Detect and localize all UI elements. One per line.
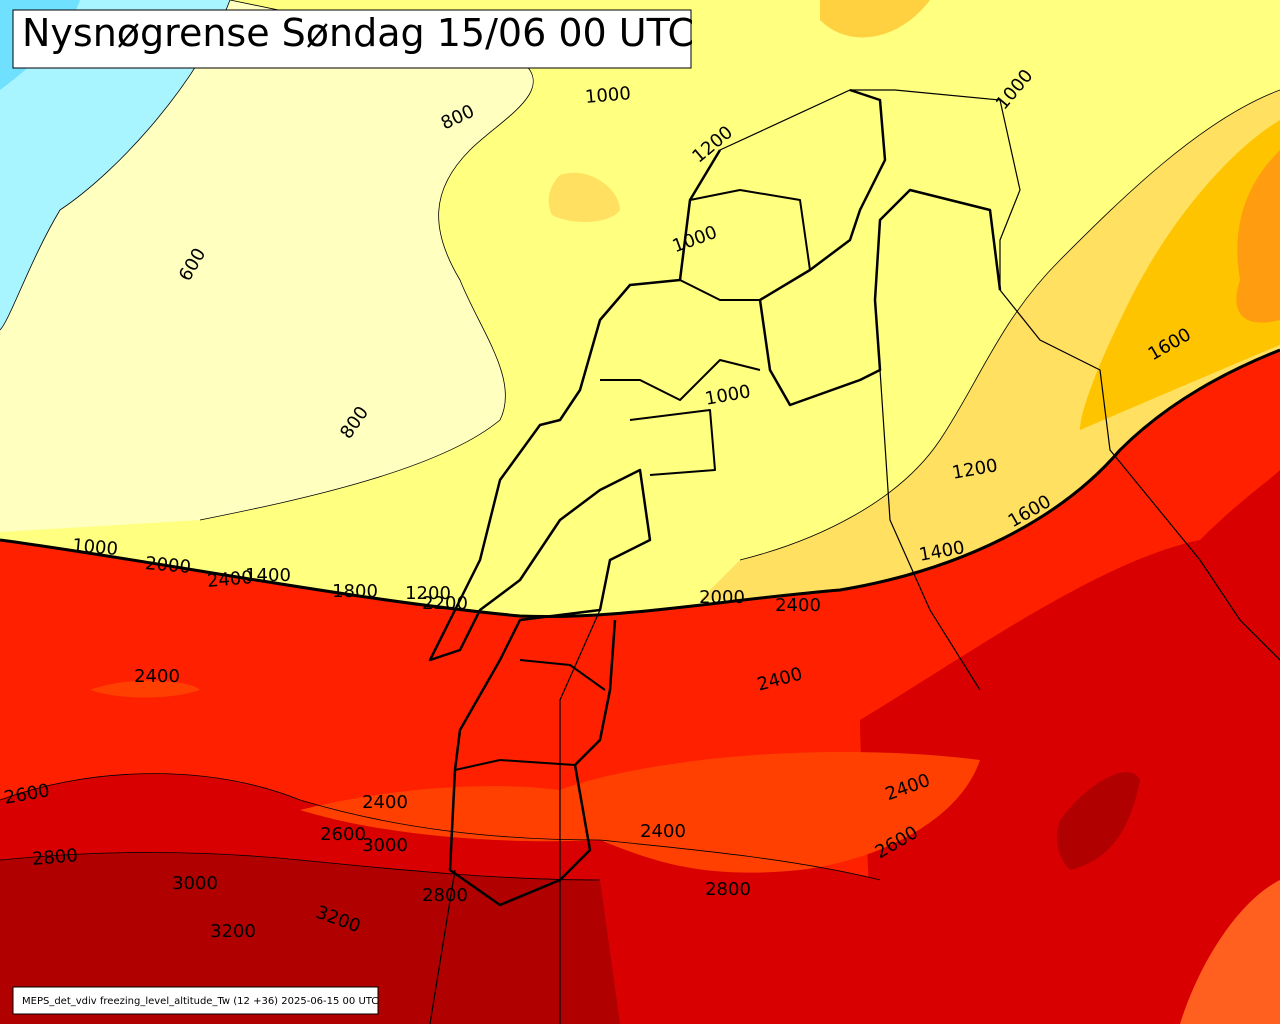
zone-2600-east — [860, 470, 1280, 1024]
zone-3000 — [0, 852, 620, 1024]
contour-label: 1000 — [584, 83, 631, 108]
contour-label: 2000 — [144, 553, 191, 578]
zone-1600 — [1080, 120, 1280, 430]
contour-label: 2800 — [31, 845, 78, 870]
contour-label: 2400 — [206, 567, 253, 592]
contour-label: 2600 — [320, 824, 366, 845]
zone-3000-east — [1057, 772, 1140, 870]
contour-label: 2200 — [422, 593, 468, 614]
road-line — [429, 369, 981, 1024]
zone-1200-spot — [548, 172, 620, 222]
title: Nysnøgrense Søndag 15/06 00 UTC — [22, 11, 694, 55]
contour-label: 2800 — [422, 885, 468, 906]
footer-box — [12, 986, 379, 1015]
zone-2000 — [1236, 150, 1280, 323]
contour — [739, 89, 1280, 561]
zone-2400-spot — [90, 680, 200, 698]
contour-label: 1400 — [245, 565, 291, 586]
contour-label: 2000 — [699, 587, 745, 608]
contour — [199, 0, 534, 521]
contour-label: 1200 — [405, 583, 451, 604]
contour-label: 3000 — [172, 873, 218, 894]
zone-600 — [0, 0, 230, 330]
footer: MEPS_det_vdiv freezing_level_altitude_Tw… — [22, 996, 378, 1007]
contour-label: 3000 — [362, 835, 408, 856]
zone-1200-top — [820, 0, 930, 38]
zone-2400 — [300, 751, 980, 873]
region-border — [454, 189, 811, 771]
county-border — [758, 88, 1002, 407]
contour-label: 2400 — [775, 595, 821, 616]
contour-label: 2400 — [362, 792, 408, 813]
country-border — [428, 149, 722, 907]
zone-800 — [0, 0, 534, 532]
contour-label: 1800 — [332, 581, 378, 602]
contour — [0, 852, 601, 881]
zone-2400-se — [1180, 880, 1280, 1024]
contour-labels: 8001000120010006008001000100012001600100… — [3, 65, 1195, 942]
contour-label: 2400 — [640, 821, 686, 842]
contour-label: 1000 — [71, 535, 118, 560]
contour — [0, 773, 881, 881]
contour-label: 2800 — [705, 879, 751, 900]
title-box — [12, 9, 692, 69]
contour-label: 2400 — [134, 666, 180, 687]
contour-band — [0, 348, 1280, 618]
contour-label: 3200 — [210, 921, 256, 942]
